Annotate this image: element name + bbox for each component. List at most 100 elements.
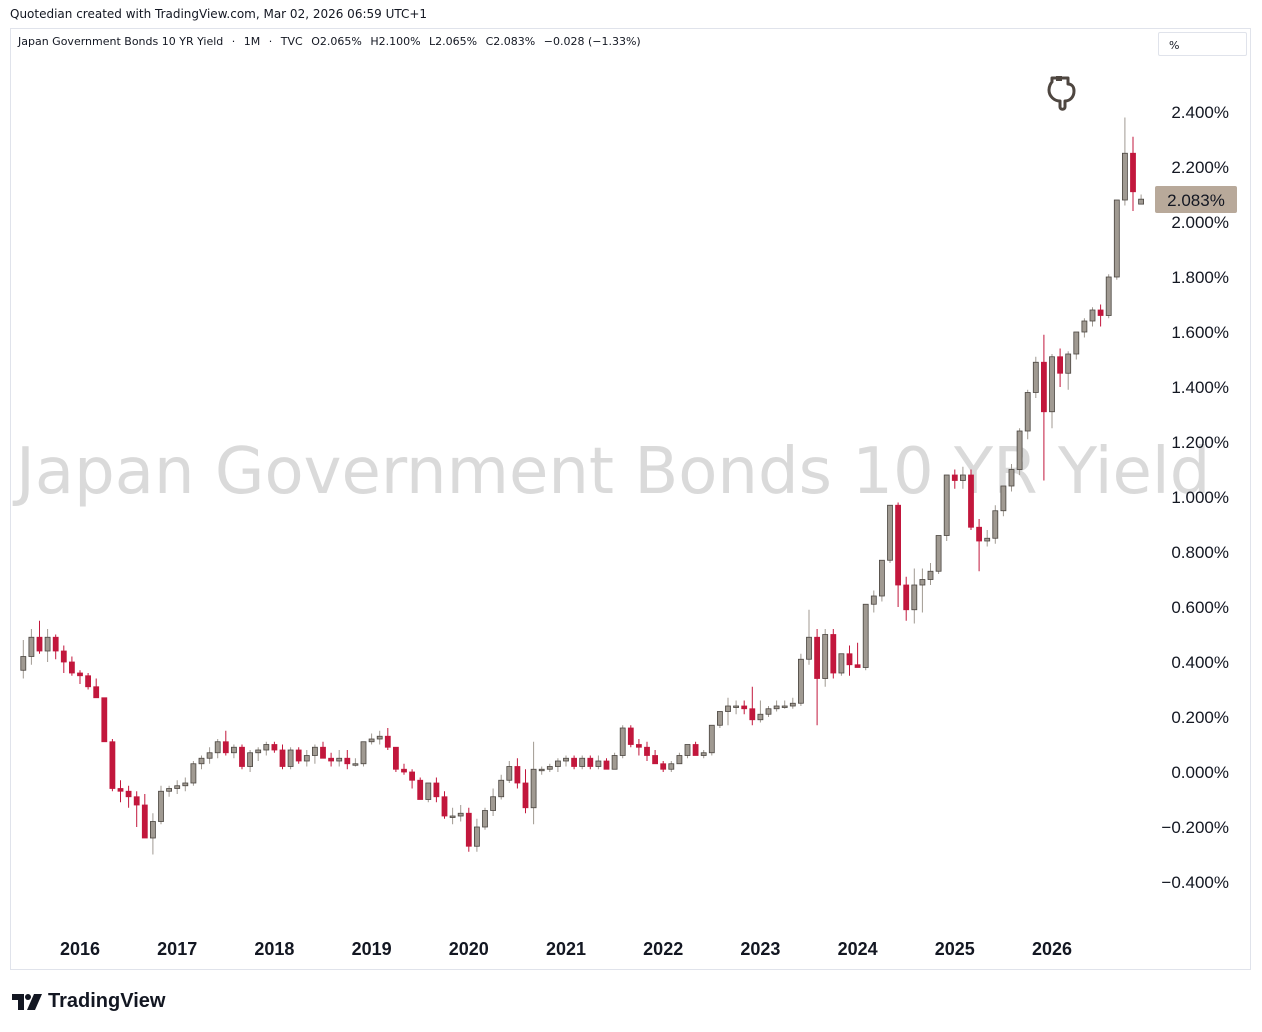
candle <box>773 700 780 712</box>
candle-body <box>77 672 83 677</box>
candle <box>392 746 399 772</box>
symbol-legend[interactable]: Japan Government Bonds 10 YR Yield · 1M … <box>18 35 646 48</box>
candle-body <box>895 504 901 586</box>
candle <box>652 750 658 765</box>
candle <box>166 785 173 797</box>
candle <box>1008 464 1015 492</box>
candle <box>846 645 853 676</box>
candle <box>1130 136 1136 211</box>
candle <box>60 645 67 673</box>
candle-body <box>174 785 181 789</box>
candle-body <box>433 782 440 798</box>
y-tick-label: 0.600% <box>1171 598 1229 617</box>
candle <box>1032 356 1039 398</box>
y-tick-label: 2.000% <box>1171 213 1229 232</box>
candle-body <box>870 595 877 605</box>
candle-body <box>247 752 254 767</box>
legend-low: L2.065% <box>429 35 478 48</box>
last-price-label-box <box>1155 186 1237 213</box>
candle <box>417 777 424 800</box>
candle <box>287 747 294 770</box>
y-tick-label: 1.000% <box>1171 488 1229 507</box>
y-tick-label: 0.200% <box>1171 708 1229 727</box>
candle-body <box>676 755 683 765</box>
candle-body <box>360 741 367 765</box>
candle-body <box>757 713 764 721</box>
unit-selector[interactable]: % <box>1158 32 1247 56</box>
candle <box>133 791 140 827</box>
candle <box>206 747 213 764</box>
candle <box>441 791 448 819</box>
y-tick-label: 1.800% <box>1171 268 1229 287</box>
candle-body <box>158 790 164 822</box>
candle-body <box>149 821 156 839</box>
candle <box>117 780 124 803</box>
candle-body <box>279 749 286 767</box>
candle-body <box>133 796 140 806</box>
candle-body <box>611 755 618 770</box>
candle-body <box>814 636 820 679</box>
candle <box>644 741 650 761</box>
candle <box>44 629 51 662</box>
candle-body <box>425 782 432 800</box>
candle-body <box>1089 309 1096 322</box>
candle <box>870 590 877 613</box>
candle-body <box>125 790 132 798</box>
candle-body <box>1105 276 1112 316</box>
candle <box>781 700 788 709</box>
candle <box>295 747 302 764</box>
candle-body <box>214 741 221 754</box>
candle <box>757 700 764 723</box>
candle <box>684 744 691 759</box>
y-tick-label: 1.200% <box>1171 433 1229 452</box>
x-tick-label: 2019 <box>352 939 392 959</box>
candle <box>603 758 610 770</box>
candle <box>887 504 893 563</box>
candle-body <box>498 779 505 798</box>
candle <box>465 807 472 852</box>
candle <box>530 741 537 825</box>
candle-body <box>563 757 569 762</box>
x-tick-label: 2025 <box>935 939 975 959</box>
candle-body <box>903 584 910 611</box>
candle-body <box>401 768 407 773</box>
candle <box>174 780 181 794</box>
candle <box>101 697 108 743</box>
candle <box>1089 307 1096 327</box>
candle <box>822 629 829 687</box>
candle-body <box>960 474 966 481</box>
candle <box>895 502 901 607</box>
x-tick-label: 2021 <box>546 939 586 959</box>
candle-body <box>765 708 772 715</box>
candle <box>1024 389 1031 440</box>
candle <box>806 609 812 665</box>
candle <box>798 653 804 706</box>
candle-body <box>911 584 918 611</box>
candle <box>911 568 918 624</box>
candle <box>692 741 699 756</box>
candle-body <box>1113 199 1120 278</box>
time-axis: 2016 2017 2018 2019 2020 2021 2022 2023 2024 2025… <box>60 939 1072 959</box>
legend-symbol: Japan Government Bonds 10 YR Yield <box>18 35 224 48</box>
candle <box>741 700 748 715</box>
candle <box>976 519 982 572</box>
candle-body <box>862 603 869 668</box>
y-tick-label: 1.400% <box>1171 378 1229 397</box>
candle <box>571 755 577 770</box>
tradingview-logo[interactable]: TradingView <box>12 990 165 1013</box>
candle-body <box>409 771 416 781</box>
candle-body <box>627 727 634 745</box>
candle <box>1073 331 1080 360</box>
candle-body <box>733 705 739 708</box>
candle-body <box>514 766 521 784</box>
legend-change: −0.028 (−1.33%) <box>543 35 641 48</box>
candle-body <box>708 724 715 754</box>
candle-body <box>652 755 658 765</box>
candle <box>838 653 845 676</box>
candle <box>668 761 675 772</box>
candle-body <box>190 763 197 784</box>
candle <box>579 755 586 770</box>
candle-body <box>295 749 302 762</box>
candle <box>854 642 861 668</box>
